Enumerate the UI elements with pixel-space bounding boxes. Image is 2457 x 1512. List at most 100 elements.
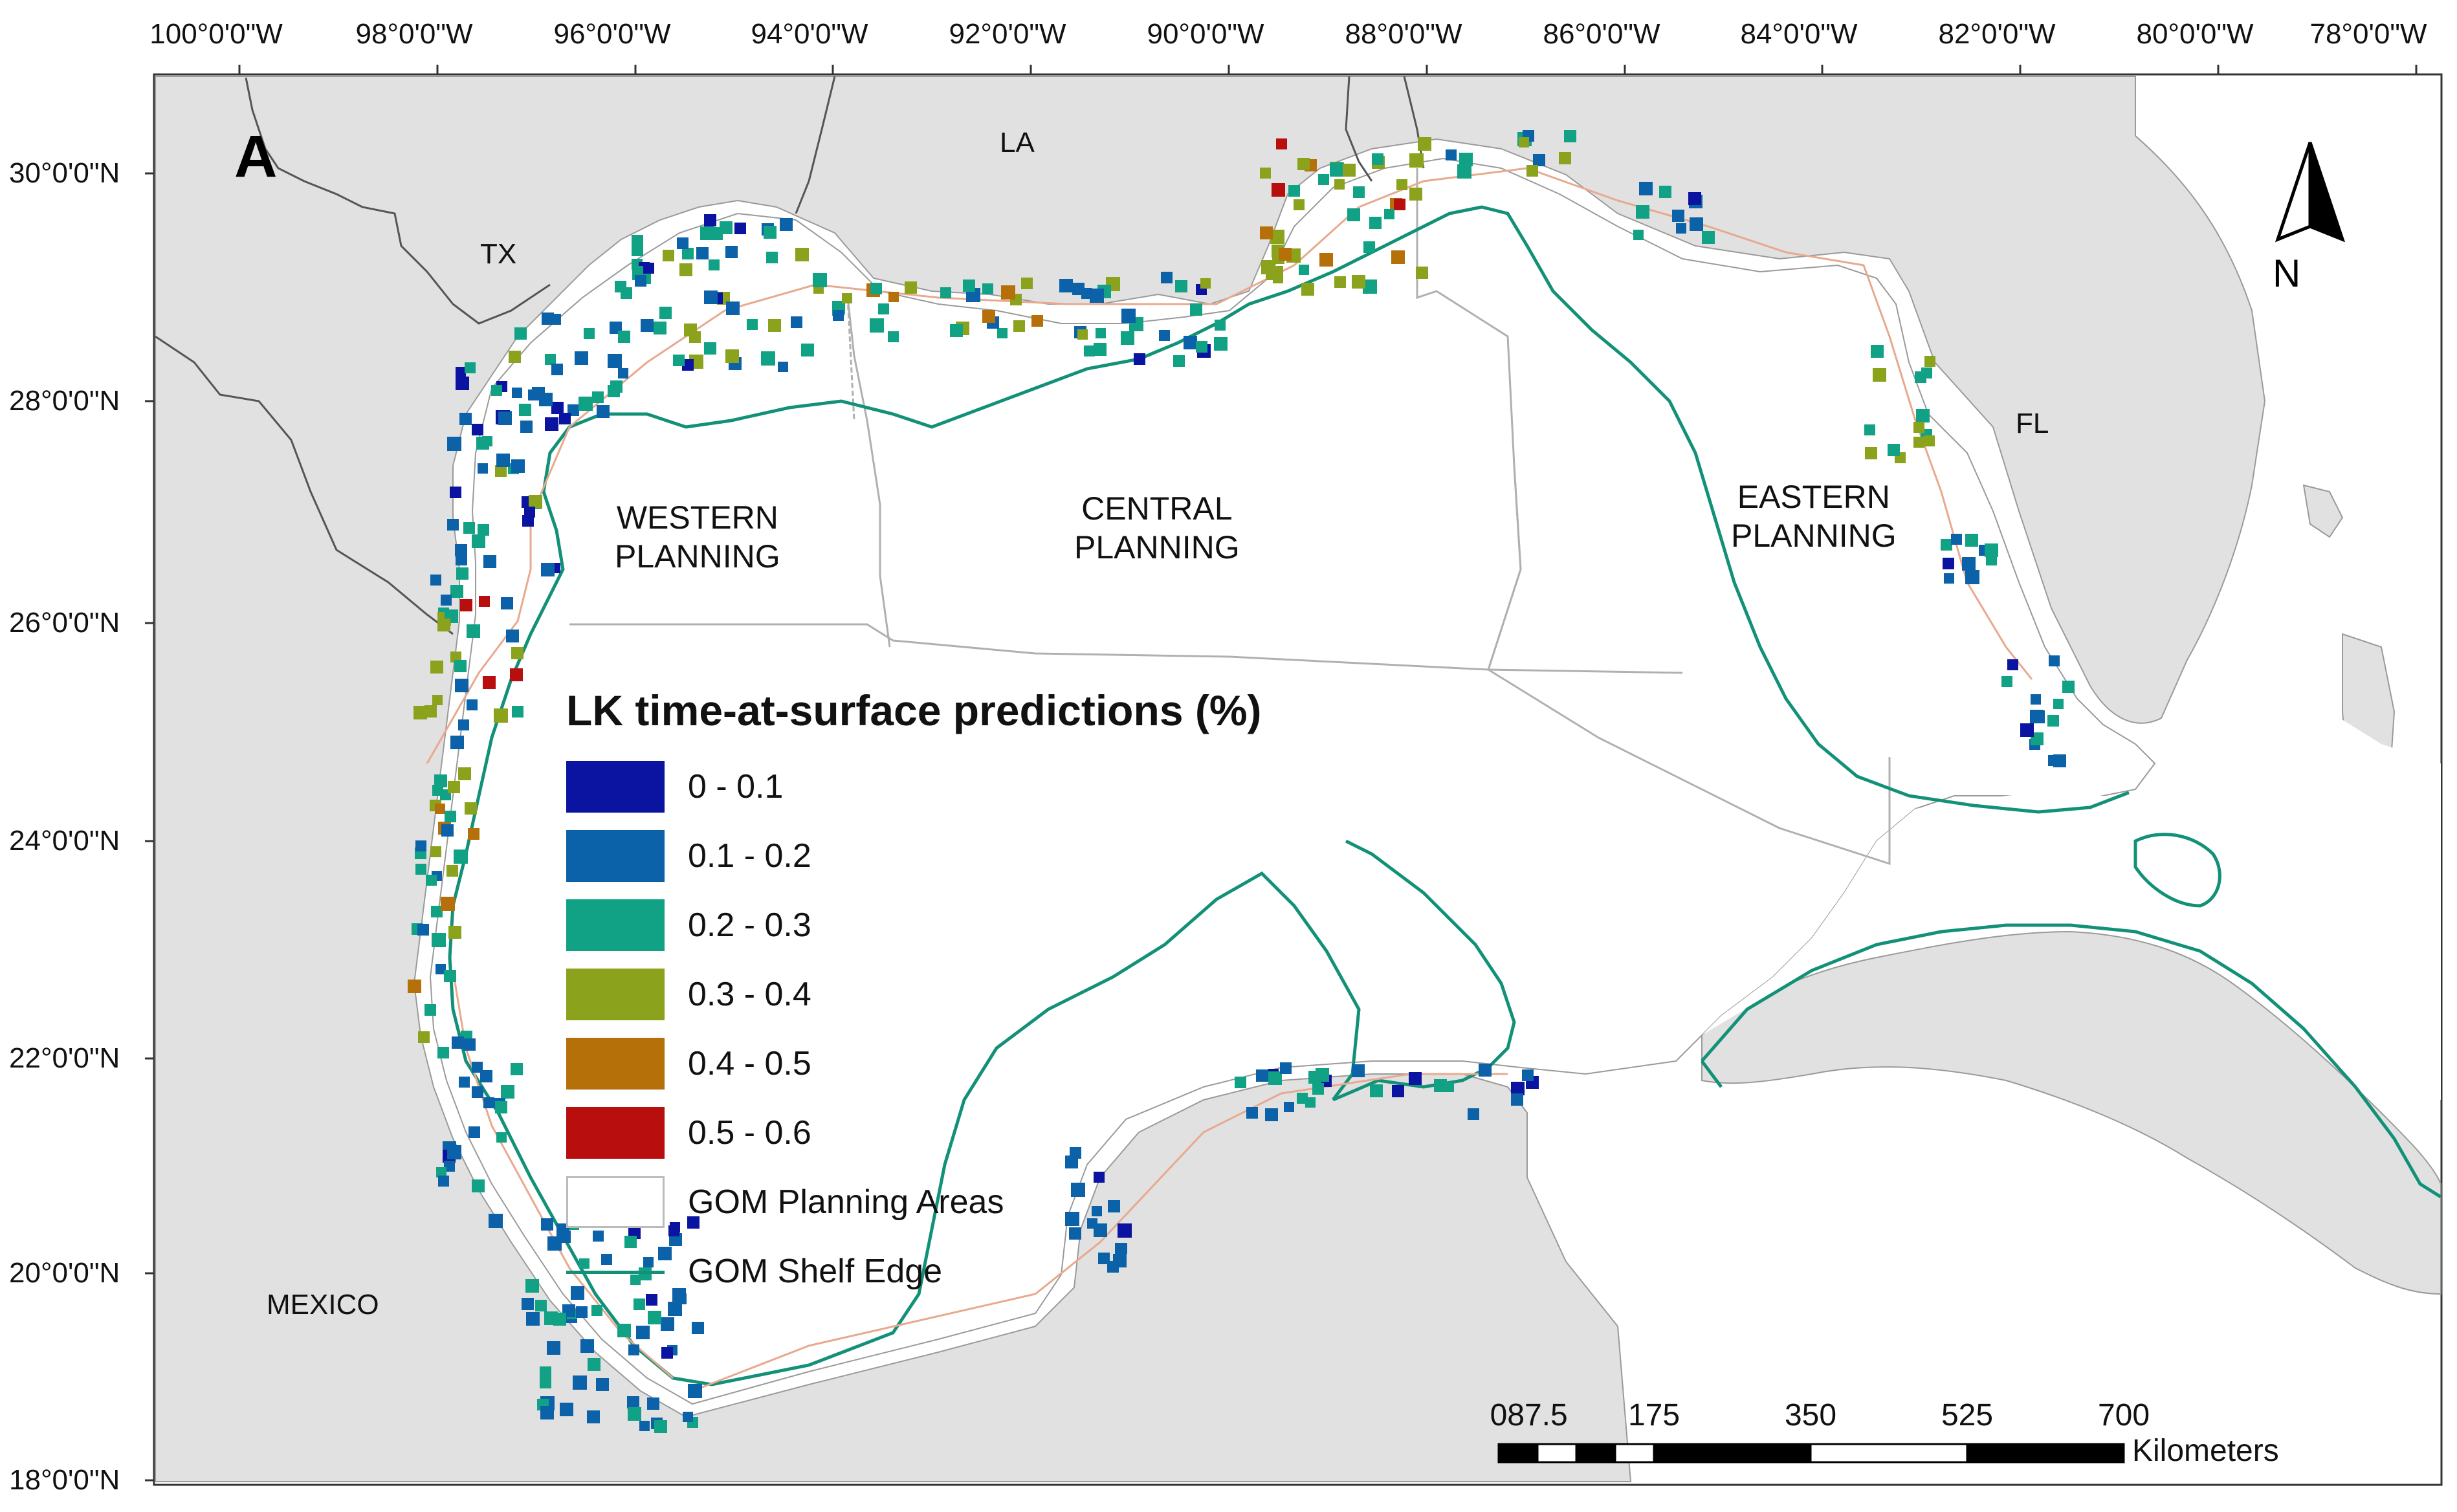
prediction-cell	[551, 402, 564, 414]
prediction-cell	[688, 1384, 702, 1398]
prediction-cell	[483, 676, 496, 689]
prediction-cell	[1184, 336, 1197, 349]
prediction-cell	[982, 283, 993, 294]
prediction-cell	[1065, 1156, 1078, 1168]
prediction-cell	[467, 699, 478, 710]
prediction-cell	[618, 331, 630, 343]
legend-class-label: 0.2 - 0.3	[688, 906, 811, 944]
prediction-cell	[2053, 754, 2066, 767]
prediction-cell	[1116, 1243, 1127, 1254]
prediction-cell	[491, 385, 502, 396]
legend-swatch	[566, 1037, 665, 1090]
prediction-cell	[780, 218, 793, 231]
prediction-cell	[415, 864, 426, 875]
prediction-cell	[709, 259, 720, 270]
prediction-cell	[1301, 283, 1314, 296]
prediction-cell	[1865, 447, 1877, 459]
prediction-cell	[551, 364, 563, 375]
prediction-cell	[1372, 153, 1383, 165]
prediction-cell	[495, 1101, 507, 1113]
prediction-cell	[747, 319, 758, 330]
prediction-cell	[1107, 1261, 1119, 1273]
prediction-cell	[704, 342, 716, 355]
prediction-cell	[408, 980, 421, 993]
north-arrow-label: N	[2273, 252, 2301, 295]
prediction-cell	[545, 417, 558, 431]
prediction-cell	[472, 1062, 483, 1073]
prediction-cell	[1305, 1097, 1316, 1108]
prediction-cell	[2001, 676, 2012, 687]
prediction-cell	[478, 524, 489, 536]
prediction-cell	[460, 599, 472, 611]
prediction-cell	[1913, 422, 1924, 433]
prediction-cell	[1347, 208, 1360, 221]
prediction-cell	[468, 1126, 480, 1138]
prediction-cell	[1888, 444, 1900, 456]
prediction-cell	[1363, 241, 1375, 253]
prediction-cell	[430, 661, 443, 674]
prediction-cell	[1941, 539, 1952, 551]
prediction-cell	[1279, 248, 1292, 261]
prediction-cell	[1384, 209, 1394, 219]
legend-class-label: 0.5 - 0.6	[688, 1113, 811, 1152]
prediction-cell	[522, 1298, 534, 1310]
prediction-cell	[435, 804, 445, 814]
prediction-cell	[1308, 1071, 1321, 1084]
prediction-cell	[1319, 253, 1333, 267]
prediction-cell	[435, 964, 446, 974]
cuba-land	[1701, 930, 2441, 1295]
prediction-cell	[511, 1063, 523, 1075]
prediction-cell	[673, 355, 685, 366]
prediction-cell	[540, 1377, 551, 1388]
prediction-cell	[584, 328, 595, 339]
prediction-cell	[1312, 1083, 1324, 1095]
prediction-cell	[1986, 554, 1997, 565]
legend-class: 0.4 - 0.5	[566, 1029, 1262, 1098]
prediction-cell	[571, 1286, 584, 1300]
prediction-cell	[472, 1086, 483, 1098]
prediction-cell	[468, 828, 479, 840]
prediction-cell	[509, 351, 521, 363]
prediction-cell	[734, 223, 746, 234]
prediction-cell	[522, 515, 534, 527]
legend-class: 0.1 - 0.2	[566, 821, 1262, 890]
prediction-cell	[778, 362, 788, 372]
prediction-cell	[672, 1288, 686, 1302]
lat-label: 22°0'0"N	[9, 1042, 120, 1074]
prediction-cell	[529, 495, 542, 509]
bahamas-small-land	[2302, 484, 2344, 538]
prediction-cell	[448, 781, 460, 793]
prediction-cell	[1121, 331, 1134, 345]
prediction-cell	[417, 924, 429, 936]
western-label-line2: PLANNING	[615, 538, 780, 575]
prediction-cell	[520, 421, 533, 433]
prediction-cell	[512, 388, 522, 398]
prediction-cell	[432, 695, 443, 705]
legend-planning-swatch	[566, 1176, 665, 1228]
legend-swatch	[566, 829, 665, 882]
lat-label: 28°0'0"N	[9, 385, 120, 417]
place-la: LA	[1000, 127, 1035, 159]
prediction-cell	[540, 1366, 551, 1378]
legend-class-label: 0.3 - 0.4	[688, 975, 811, 1013]
prediction-cell	[465, 362, 476, 373]
prediction-cell	[1559, 152, 1571, 164]
prediction-cell	[413, 706, 427, 719]
prediction-cell	[580, 1339, 594, 1353]
prediction-cell	[2007, 659, 2018, 670]
prediction-cell	[553, 1313, 566, 1326]
prediction-cell	[519, 404, 531, 416]
prediction-cell	[447, 519, 459, 531]
central-label-line1: CENTRAL	[1081, 490, 1233, 527]
prediction-cell	[1913, 437, 1924, 448]
prediction-cell	[635, 275, 646, 287]
prediction-cell	[1564, 130, 1576, 142]
prediction-cell	[1196, 341, 1207, 353]
prediction-cell	[870, 318, 884, 333]
prediction-cell	[506, 630, 519, 642]
prediction-cell	[1921, 367, 1932, 378]
legend-swatch	[566, 760, 665, 813]
prediction-cell	[661, 1317, 674, 1331]
prediction-cell	[704, 214, 716, 226]
legend: LK time-at-surface predictions (%) 0 - 0…	[566, 686, 1262, 1306]
